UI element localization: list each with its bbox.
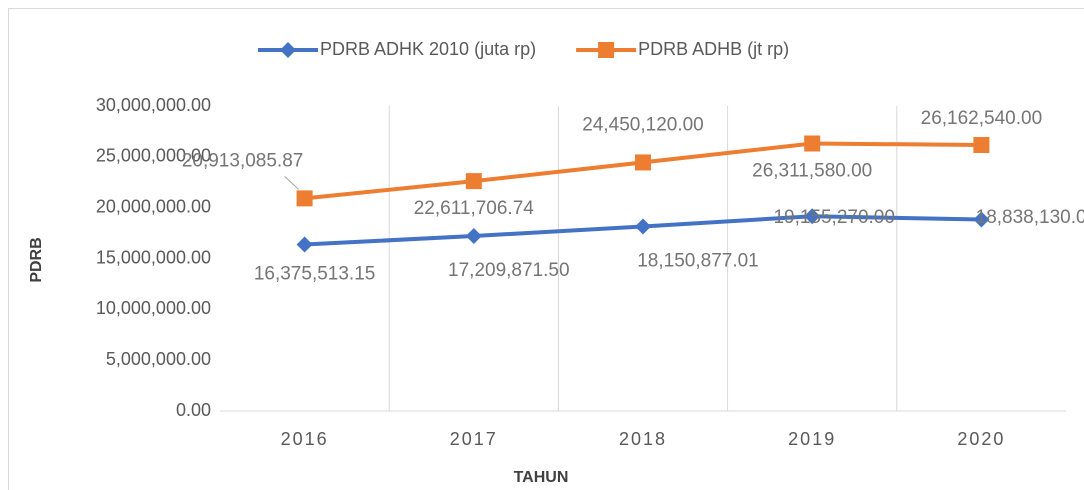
marker (973, 211, 990, 228)
data-label: 18,150,877.01 (637, 250, 759, 271)
data-label: 22,611,706.74 (414, 198, 535, 219)
x-tick-label: 2020 (957, 429, 1005, 449)
marker (973, 137, 990, 154)
y-tick-label: 5,000,000.00 (106, 349, 211, 369)
data-label: 17,209,871.50 (448, 260, 570, 281)
marker (804, 135, 821, 152)
y-tick-label: 30,000,000.00 (96, 95, 211, 115)
x-tick-label: 2017 (450, 429, 498, 449)
data-label: 26,311,580.00 (752, 161, 872, 182)
data-label: 26,162,540.00 (921, 108, 1043, 129)
data-label: 24,450,120.00 (582, 114, 704, 135)
marker (465, 173, 482, 190)
y-tick-label: 25,000,000.00 (96, 146, 211, 166)
data-label: 20,913,085.87 (182, 150, 304, 171)
x-tick-label: 2016 (281, 429, 329, 449)
y-tick-label: 10,000,000.00 (96, 298, 211, 318)
marker (635, 218, 651, 235)
chart-border (8, 8, 1084, 490)
x-tick-label: 2019 (788, 429, 836, 449)
marker (804, 208, 821, 225)
data-label: 19,155,270.00 (773, 207, 895, 228)
y-axis-title: PDRB (28, 237, 45, 282)
y-tick-label: 20,000,000.00 (96, 196, 211, 216)
marker (296, 236, 313, 253)
marker (465, 228, 482, 245)
y-tick-label: 0.00 (176, 400, 211, 420)
x-tick-label: 2018 (619, 429, 667, 449)
y-tick-label: 15,000,000.00 (96, 247, 211, 267)
legend-label: PDRB ADHK 2010 (juta rp) (320, 39, 536, 59)
data-label: 16,375,513.15 (254, 264, 376, 285)
legend-marker (598, 42, 615, 58)
legend-label: PDRB ADHB (jt rp) (638, 39, 789, 59)
leader-line (284, 176, 299, 190)
series-line (304, 141, 982, 201)
marker (296, 190, 313, 207)
legend-marker (280, 42, 296, 58)
data-label: 18,838,130.00 (976, 207, 1084, 228)
x-axis-title: TAHUN (514, 469, 569, 486)
marker (635, 154, 651, 171)
